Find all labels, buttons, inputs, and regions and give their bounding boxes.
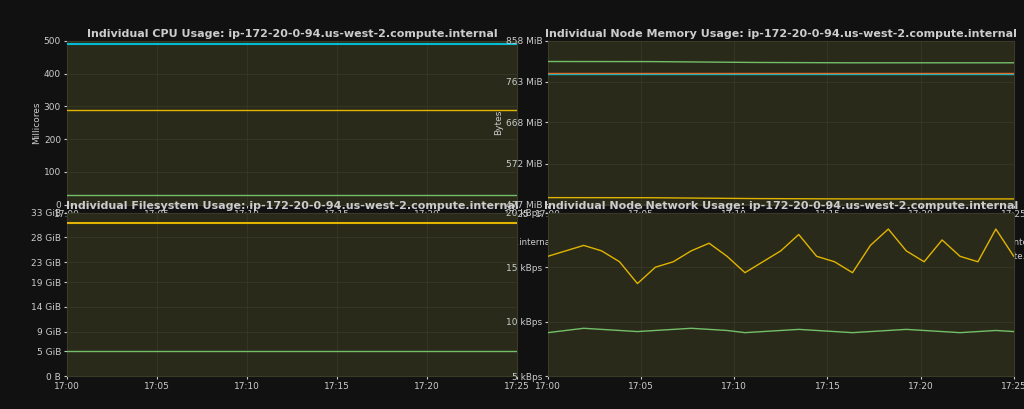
Title: Individual Node Network Usage: ip-172-20-0-94.us-west-2.compute.internal: Individual Node Network Usage: ip-172-20…	[544, 200, 1018, 211]
Y-axis label: Bytes: Bytes	[494, 110, 503, 135]
Y-axis label: Millicores: Millicores	[32, 101, 41, 144]
Legend: Usage ip-172-20-0-94.us-west-2.compute.internal, Limit ip-172-20-0-94.us-west-2.: Usage ip-172-20-0-94.us-west-2.compute.i…	[71, 407, 542, 409]
Title: Individual Filesystem Usage: ip-172-20-0-94.us-west-2.compute.internal: Individual Filesystem Usage: ip-172-20-0…	[66, 200, 518, 211]
Legend: Usage ip-172-20-0-94.us-west-2.compute.internal, Limit ip-172-20-0-94.us-west-2.: Usage ip-172-20-0-94.us-west-2.compute.i…	[71, 235, 556, 264]
Legend: Tx ip-172-20-0-94.us-west-2.compute.internal, Rx ip-172-20-0-94.us-west-2.comput: Tx ip-172-20-0-94.us-west-2.compute.inte…	[552, 407, 996, 409]
Title: Individual CPU Usage: ip-172-20-0-94.us-west-2.compute.internal: Individual CPU Usage: ip-172-20-0-94.us-…	[86, 29, 498, 39]
Legend: Usage ip-172-20-0-94.us-west-2.compute.internal, Working Set ip-172-20-0-94.us-w: Usage ip-172-20-0-94.us-west-2.compute.i…	[552, 235, 1024, 264]
Title: Individual Node Memory Usage: ip-172-20-0-94.us-west-2.compute.internal: Individual Node Memory Usage: ip-172-20-…	[545, 29, 1017, 39]
